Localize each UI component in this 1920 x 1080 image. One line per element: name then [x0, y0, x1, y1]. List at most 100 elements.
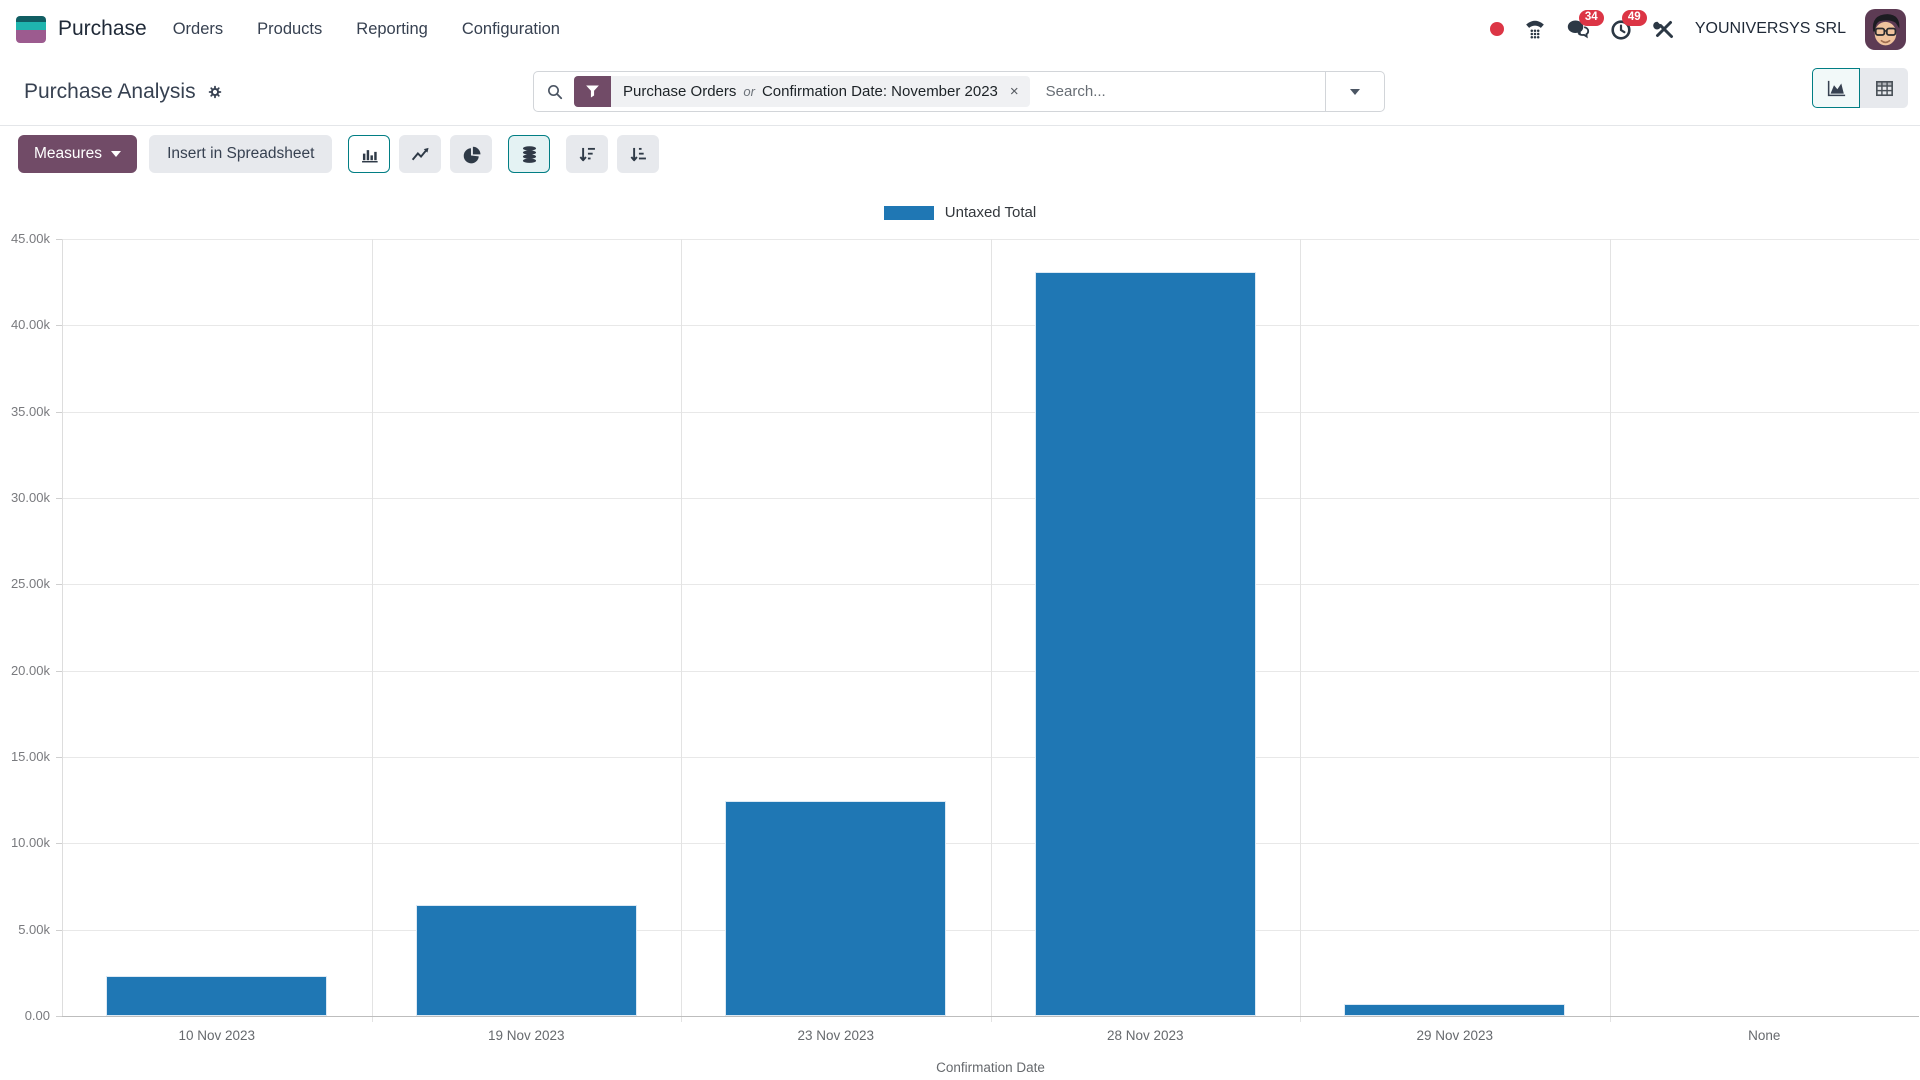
y-axis-line	[62, 239, 63, 1016]
y-tick	[56, 843, 62, 845]
activities-menu[interactable]: 49	[1609, 10, 1647, 41]
facet-separator: or	[743, 84, 755, 99]
sort-descending-icon	[579, 147, 595, 161]
pivot-view-button[interactable]	[1860, 68, 1908, 108]
search-bar: Purchase Orders or Confirmation Date: No…	[533, 71, 1385, 112]
bar-19 Nov 2023[interactable]	[415, 905, 637, 1016]
main-menu: Orders Products Reporting Configuration	[173, 20, 560, 39]
insert-in-spreadsheet-button[interactable]: Insert in Spreadsheet	[149, 135, 333, 173]
stack-icon	[522, 145, 536, 163]
facet-value-2: Confirmation Date: November 2023	[761, 83, 998, 100]
bar-chart-button[interactable]	[348, 135, 391, 173]
search-facet[interactable]: Purchase Orders or Confirmation Date: No…	[574, 76, 1030, 107]
y-tick-label: 25.00k	[10, 576, 50, 592]
y-gridline	[62, 929, 1919, 931]
gear-icon[interactable]	[206, 83, 224, 101]
y-tick	[56, 757, 62, 758]
nav-products[interactable]: Products	[257, 19, 323, 38]
measures-label: Measures	[34, 145, 103, 162]
bar-23 Nov 2023[interactable]	[725, 801, 947, 1016]
control-panel: Purchase Analysis Purchase	[0, 58, 1920, 126]
graph-toolbar: Measures Insert in Spreadsheet	[0, 127, 1920, 181]
y-tick	[56, 670, 62, 672]
sort-ascending-button[interactable]	[617, 135, 660, 173]
x-tick-label: 23 Nov 2023	[797, 1028, 875, 1043]
user-avatar[interactable]	[1865, 8, 1906, 50]
pie-chart-button[interactable]	[450, 135, 493, 173]
bar-chart-icon	[361, 149, 378, 162]
chevron-down-icon	[1350, 88, 1360, 95]
y-tick	[56, 411, 62, 413]
y-gridline	[62, 325, 1919, 327]
x-gridline	[1609, 239, 1611, 1022]
y-gridline	[62, 757, 1919, 758]
sort-descending-button[interactable]	[566, 135, 609, 173]
purchase-app-icon[interactable]	[16, 15, 46, 43]
filter-icon	[574, 76, 611, 107]
bar-29 Nov 2023[interactable]	[1344, 1003, 1566, 1016]
facet-values: Purchase Orders or Confirmation Date: No…	[611, 83, 1008, 100]
phone-icon[interactable]	[1523, 17, 1547, 41]
clock-icon	[1609, 17, 1633, 41]
activities-badge: 49	[1621, 10, 1647, 26]
y-gridline	[62, 498, 1919, 499]
y-gridline	[62, 584, 1919, 586]
y-tick	[56, 929, 62, 931]
legend-swatch	[883, 205, 934, 220]
area-chart-icon	[1827, 80, 1845, 96]
y-tick	[56, 325, 62, 327]
insert-label: Insert in Spreadsheet	[167, 145, 315, 162]
y-tick-label: 35.00k	[10, 403, 50, 419]
y-gridline	[62, 670, 1919, 672]
x-gridline	[1300, 239, 1301, 1022]
bar-28 Nov 2023[interactable]	[1034, 271, 1256, 1016]
x-tick-label: 10 Nov 2023	[178, 1028, 256, 1043]
chat-bubbles-icon	[1566, 17, 1590, 41]
bar-10 Nov 2023[interactable]	[106, 976, 328, 1016]
tools-icon[interactable]	[1652, 17, 1676, 41]
y-tick-label: 45.00k	[10, 231, 50, 246]
search-icon	[546, 83, 564, 101]
x-axis-line	[62, 1016, 1919, 1017]
y-tick-label: 20.00k	[10, 662, 50, 678]
nav-orders[interactable]: Orders	[172, 19, 224, 38]
y-tick	[56, 1016, 62, 1017]
status-dot-icon	[1489, 22, 1504, 36]
nav-configuration[interactable]: Configuration	[461, 19, 560, 38]
company-name[interactable]: YOUNIVERSYS SRL	[1694, 20, 1846, 37]
x-axis-title: Confirmation Date	[936, 1060, 1045, 1075]
x-gridline	[371, 239, 373, 1022]
x-tick-label: 29 Nov 2023	[1416, 1028, 1494, 1043]
app-name[interactable]: Purchase	[58, 17, 147, 40]
search-dropdown-toggle[interactable]	[1325, 72, 1384, 111]
y-gridline	[62, 411, 1919, 413]
chevron-down-icon	[111, 151, 122, 157]
legend-label: Untaxed Total	[944, 204, 1037, 221]
line-chart-button[interactable]	[399, 135, 442, 173]
y-tick-label: 40.00k	[10, 317, 50, 333]
y-tick-label: 5.00k	[18, 921, 50, 937]
y-tick	[56, 239, 62, 240]
messages-menu[interactable]: 34	[1566, 10, 1604, 41]
measures-button[interactable]: Measures	[18, 135, 138, 173]
messages-badge: 34	[1578, 10, 1604, 26]
chart-legend[interactable]: Untaxed Total	[0, 204, 1920, 221]
nav-reporting[interactable]: Reporting	[356, 19, 428, 38]
page-title: Purchase Analysis	[24, 79, 196, 103]
facet-value-1: Purchase Orders	[623, 83, 737, 100]
facet-remove-icon[interactable]: ×	[1009, 83, 1019, 100]
y-tick	[56, 498, 62, 499]
y-gridline	[62, 843, 1919, 845]
pie-chart-icon	[463, 146, 481, 163]
x-tick-label: 28 Nov 2023	[1106, 1028, 1184, 1043]
y-tick-label: 10.00k	[10, 835, 50, 851]
x-gridline	[681, 239, 682, 1022]
search-input[interactable]	[1045, 83, 1325, 100]
line-chart-icon	[411, 147, 429, 160]
stacked-toggle-button[interactable]	[508, 135, 551, 173]
x-tick-label: 19 Nov 2023	[487, 1028, 565, 1043]
x-gridline	[990, 239, 992, 1022]
graph-view-button[interactable]	[1812, 68, 1860, 108]
pivot-table-icon	[1875, 80, 1893, 96]
